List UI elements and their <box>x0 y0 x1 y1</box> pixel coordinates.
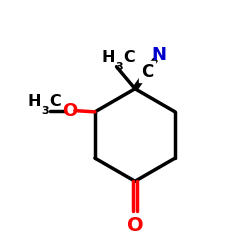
Text: O: O <box>62 102 78 120</box>
Text: 3: 3 <box>42 106 49 116</box>
Text: 3: 3 <box>116 62 123 72</box>
Text: C: C <box>141 62 153 80</box>
Text: C: C <box>49 94 61 110</box>
Text: H: H <box>28 94 41 110</box>
Text: H: H <box>102 50 115 66</box>
Text: C: C <box>123 50 135 66</box>
Text: C: C <box>141 62 153 80</box>
Text: O: O <box>127 216 143 235</box>
Text: N: N <box>151 46 166 64</box>
